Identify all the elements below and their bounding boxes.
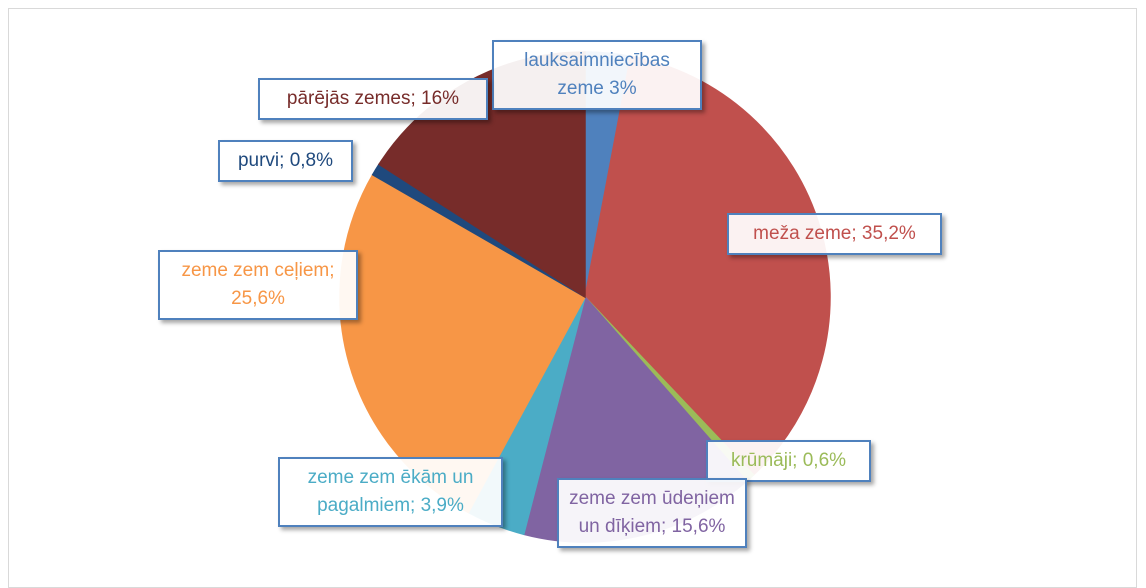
data-label: pārējās zemes; 16% bbox=[258, 78, 488, 120]
data-label: lauksaimniecības zeme 3% bbox=[492, 40, 702, 110]
data-label: krūmāji; 0,6% bbox=[706, 440, 871, 482]
data-label: zeme zem ūdeņiem un dīķiem; 15,6% bbox=[557, 478, 747, 548]
data-label: zeme zem ēkām un pagalmiem; 3,9% bbox=[278, 457, 503, 527]
data-label: zeme zem ceļiem; 25,6% bbox=[158, 250, 358, 320]
data-label: purvi; 0,8% bbox=[218, 140, 353, 182]
chart: lauksaimniecības zeme 3% meža zeme; 35,2%… bbox=[8, 8, 1137, 588]
data-label: meža zeme; 35,2% bbox=[727, 213, 942, 255]
